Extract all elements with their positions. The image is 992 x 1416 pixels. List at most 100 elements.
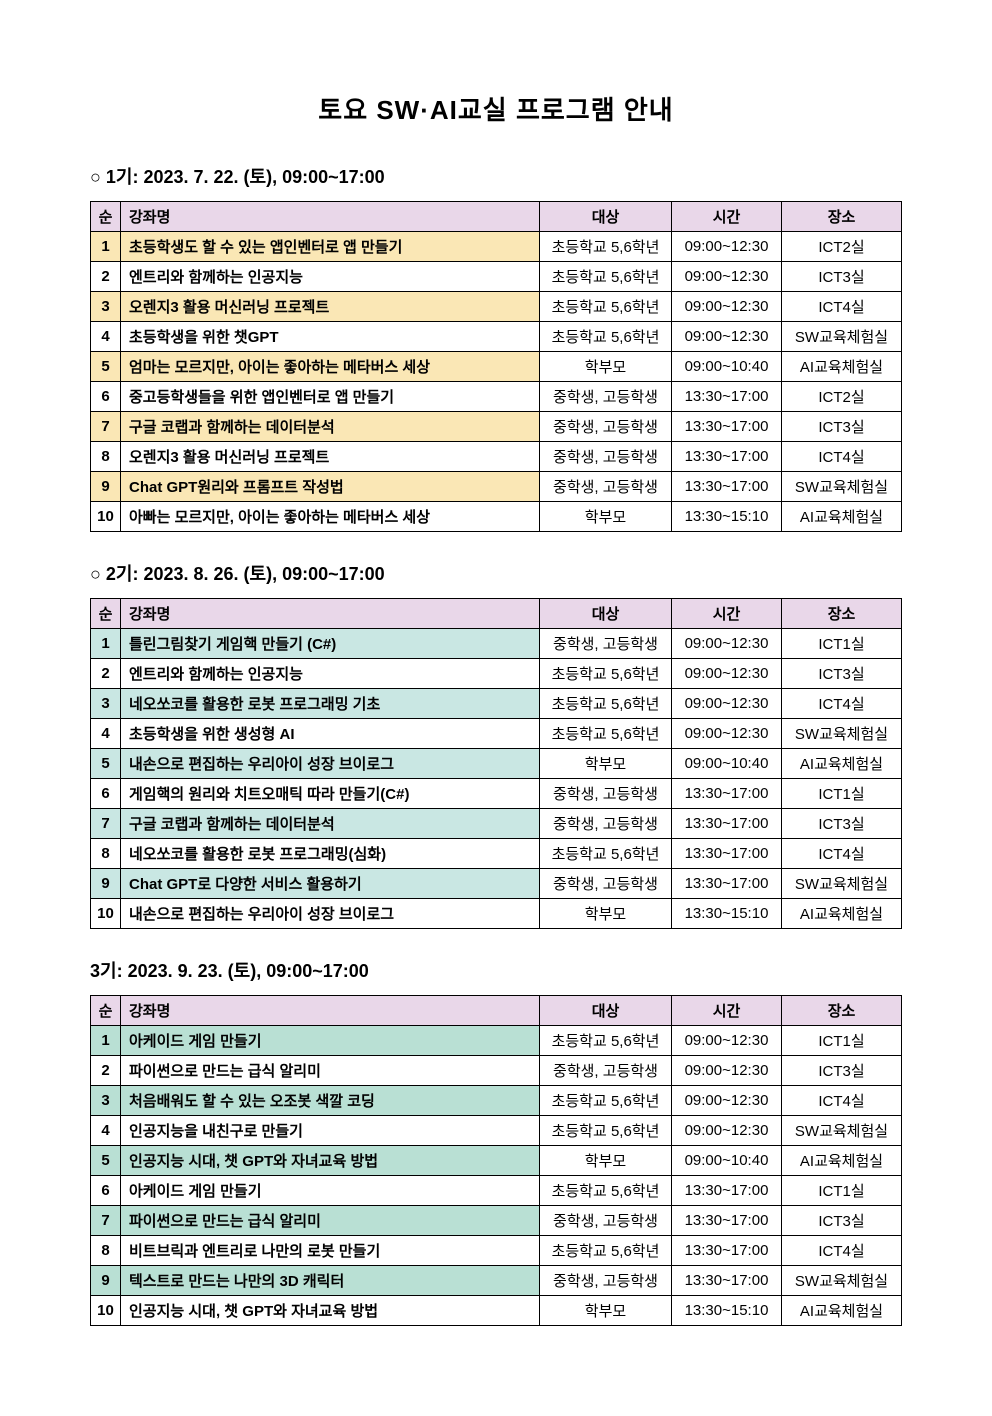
cell-target: 초등학교 5,6학년	[540, 659, 672, 689]
cell-num: 2	[91, 262, 121, 292]
cell-name: 엔트리와 함께하는 인공지능	[121, 659, 540, 689]
cell-place: AI교육체험실	[782, 749, 902, 779]
cell-target: 중학생, 고등학생	[540, 779, 672, 809]
cell-name: 아케이드 게임 만들기	[121, 1176, 540, 1206]
table-header: 시간	[672, 599, 782, 629]
table-row: 8오렌지3 활용 머신러닝 프로젝트중학생, 고등학생13:30~17:00IC…	[91, 442, 902, 472]
cell-num: 8	[91, 1236, 121, 1266]
table-row: 1틀린그림찾기 게임핵 만들기 (C#)중학생, 고등학생09:00~12:30…	[91, 629, 902, 659]
cell-name: 구글 코랩과 함께하는 데이터분석	[121, 809, 540, 839]
cell-num: 7	[91, 412, 121, 442]
cell-time: 09:00~12:30	[672, 1086, 782, 1116]
cell-name: 게임핵의 원리와 치트오매틱 따라 만들기(C#)	[121, 779, 540, 809]
table-header: 순	[91, 996, 121, 1026]
cell-name: 엄마는 모르지만, 아이는 좋아하는 메타버스 세상	[121, 352, 540, 382]
cell-place: ICT4실	[782, 1236, 902, 1266]
table-row: 5엄마는 모르지만, 아이는 좋아하는 메타버스 세상학부모09:00~10:4…	[91, 352, 902, 382]
cell-name: 인공지능을 내친구로 만들기	[121, 1116, 540, 1146]
cell-time: 13:30~15:10	[672, 899, 782, 929]
cell-num: 1	[91, 629, 121, 659]
cell-time: 09:00~12:30	[672, 689, 782, 719]
cell-place: ICT3실	[782, 1056, 902, 1086]
table-row: 3오렌지3 활용 머신러닝 프로젝트초등학교 5,6학년09:00~12:30I…	[91, 292, 902, 322]
cell-place: ICT1실	[782, 629, 902, 659]
cell-place: ICT4실	[782, 689, 902, 719]
cell-time: 09:00~12:30	[672, 659, 782, 689]
cell-place: ICT3실	[782, 809, 902, 839]
cell-target: 초등학교 5,6학년	[540, 1116, 672, 1146]
cell-target: 중학생, 고등학생	[540, 412, 672, 442]
cell-name: 아빠는 모르지만, 아이는 좋아하는 메타버스 세상	[121, 502, 540, 532]
cell-place: ICT3실	[782, 659, 902, 689]
cell-num: 4	[91, 322, 121, 352]
cell-num: 2	[91, 1056, 121, 1086]
cell-target: 중학생, 고등학생	[540, 1266, 672, 1296]
cell-num: 7	[91, 1206, 121, 1236]
cell-place: AI교육체험실	[782, 502, 902, 532]
cell-num: 4	[91, 719, 121, 749]
cell-name: 초등학생을 위한 생성형 AI	[121, 719, 540, 749]
cell-time: 13:30~17:00	[672, 779, 782, 809]
cell-num: 3	[91, 292, 121, 322]
cell-name: 네오쏘코를 활용한 로봇 프로그래밍(심화)	[121, 839, 540, 869]
table-row: 1초등학생도 할 수 있는 앱인벤터로 앱 만들기초등학교 5,6학년09:00…	[91, 232, 902, 262]
cell-target: 학부모	[540, 749, 672, 779]
cell-name: 중고등학생들을 위한 앱인벤터로 앱 만들기	[121, 382, 540, 412]
cell-place: AI교육체험실	[782, 352, 902, 382]
cell-time: 09:00~12:30	[672, 629, 782, 659]
cell-name: 초등학생도 할 수 있는 앱인벤터로 앱 만들기	[121, 232, 540, 262]
cell-target: 초등학교 5,6학년	[540, 292, 672, 322]
cell-num: 9	[91, 1266, 121, 1296]
cell-name: 틀린그림찾기 게임핵 만들기 (C#)	[121, 629, 540, 659]
cell-place: ICT2실	[782, 382, 902, 412]
cell-place: SW교육체험실	[782, 472, 902, 502]
cell-name: 텍스트로 만드는 나만의 3D 캐릭터	[121, 1266, 540, 1296]
cell-time: 09:00~12:30	[672, 1116, 782, 1146]
cell-place: ICT3실	[782, 412, 902, 442]
cell-time: 09:00~12:30	[672, 262, 782, 292]
table-row: 9텍스트로 만드는 나만의 3D 캐릭터중학생, 고등학생13:30~17:00…	[91, 1266, 902, 1296]
table-row: 3처음배워도 할 수 있는 오조봇 색깔 코딩초등학교 5,6학년09:00~1…	[91, 1086, 902, 1116]
cell-time: 13:30~17:00	[672, 412, 782, 442]
cell-name: 구글 코랩과 함께하는 데이터분석	[121, 412, 540, 442]
cell-num: 4	[91, 1116, 121, 1146]
cell-time: 09:00~12:30	[672, 719, 782, 749]
cell-num: 10	[91, 502, 121, 532]
cell-target: 중학생, 고등학생	[540, 1056, 672, 1086]
cell-time: 13:30~17:00	[672, 1206, 782, 1236]
table-header: 시간	[672, 996, 782, 1026]
cell-time: 13:30~17:00	[672, 1176, 782, 1206]
table-header: 대상	[540, 202, 672, 232]
cell-place: ICT3실	[782, 1206, 902, 1236]
table-header: 강좌명	[121, 599, 540, 629]
cell-num: 1	[91, 1026, 121, 1056]
cell-target: 중학생, 고등학생	[540, 382, 672, 412]
cell-target: 중학생, 고등학생	[540, 869, 672, 899]
cell-num: 6	[91, 1176, 121, 1206]
cell-place: AI교육체험실	[782, 899, 902, 929]
cell-time: 09:00~12:30	[672, 292, 782, 322]
schedule-table: 순강좌명대상시간장소1초등학생도 할 수 있는 앱인벤터로 앱 만들기초등학교 …	[90, 201, 902, 532]
table-row: 9Chat GPT원리와 프롬프트 작성법중학생, 고등학생13:30~17:0…	[91, 472, 902, 502]
cell-num: 7	[91, 809, 121, 839]
cell-time: 13:30~17:00	[672, 809, 782, 839]
cell-name: 내손으로 편집하는 우리아이 성장 브이로그	[121, 899, 540, 929]
cell-num: 3	[91, 689, 121, 719]
table-row: 2엔트리와 함께하는 인공지능초등학교 5,6학년09:00~12:30ICT3…	[91, 659, 902, 689]
cell-target: 학부모	[540, 1146, 672, 1176]
table-header: 장소	[782, 599, 902, 629]
cell-target: 학부모	[540, 352, 672, 382]
cell-place: ICT4실	[782, 839, 902, 869]
table-header: 장소	[782, 996, 902, 1026]
table-row: 4인공지능을 내친구로 만들기초등학교 5,6학년09:00~12:30SW교육…	[91, 1116, 902, 1146]
table-row: 3네오쏘코를 활용한 로봇 프로그래밍 기초초등학교 5,6학년09:00~12…	[91, 689, 902, 719]
table-row: 7구글 코랩과 함께하는 데이터분석중학생, 고등학생13:30~17:00IC…	[91, 809, 902, 839]
table-row: 7구글 코랩과 함께하는 데이터분석중학생, 고등학생13:30~17:00IC…	[91, 412, 902, 442]
cell-place: AI교육체험실	[782, 1296, 902, 1326]
cell-time: 13:30~17:00	[672, 472, 782, 502]
cell-time: 09:00~12:30	[672, 322, 782, 352]
cell-time: 13:30~17:00	[672, 839, 782, 869]
cell-name: 엔트리와 함께하는 인공지능	[121, 262, 540, 292]
cell-name: Chat GPT원리와 프롬프트 작성법	[121, 472, 540, 502]
cell-target: 학부모	[540, 899, 672, 929]
